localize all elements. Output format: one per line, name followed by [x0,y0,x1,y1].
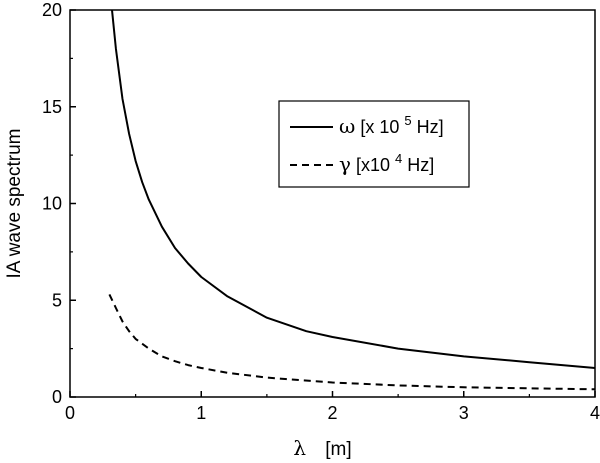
legend-symbol-gamma: γ [339,152,351,176]
plot-frame [69,9,596,398]
y-tick-label: 15 [42,97,62,117]
x-axis-unit: [m] [325,439,351,460]
legend: ω [x 10 5 Hz] γ [x10 4 Hz] [278,100,470,188]
axes [69,9,596,398]
y-tick-label: 20 [42,0,62,20]
legend-box [278,100,470,188]
legend-exponent-omega: 5 [404,113,411,128]
legend-unit-gamma: Hz] [407,155,434,175]
legend-text-gamma: [x10 [356,155,390,175]
series-line-gamma [108,293,596,391]
y-axis-label: IA wave spectrum [4,129,25,279]
legend-label-omega: ω [x 10 5 Hz] [339,109,444,138]
x-axis-symbol: λ [293,436,306,460]
x-tick-label: 0 [65,403,75,423]
legend-label-gamma: γ [x10 4 Hz] [339,147,434,176]
x-tick-label: 2 [327,403,337,423]
legend-unit-omega: Hz] [417,117,444,137]
x-tick-label: 3 [459,403,469,423]
x-tick-label: 1 [196,403,206,423]
y-tick-label: 0 [52,387,62,407]
ticks: 0 1 2 3 4 0 5 10 15 20 [42,0,600,423]
x-tick-label: 4 [590,403,600,423]
y-tick-label: 10 [42,194,62,214]
legend-text-omega: [x 10 [360,117,399,137]
y-tick-label: 5 [52,290,62,310]
series-layer [108,9,596,391]
x-axis-label: λ [m] [293,436,351,460]
legend-symbol-omega: ω [339,114,355,138]
legend-exponent-gamma: 4 [395,151,402,166]
series-line-omega [111,9,596,369]
